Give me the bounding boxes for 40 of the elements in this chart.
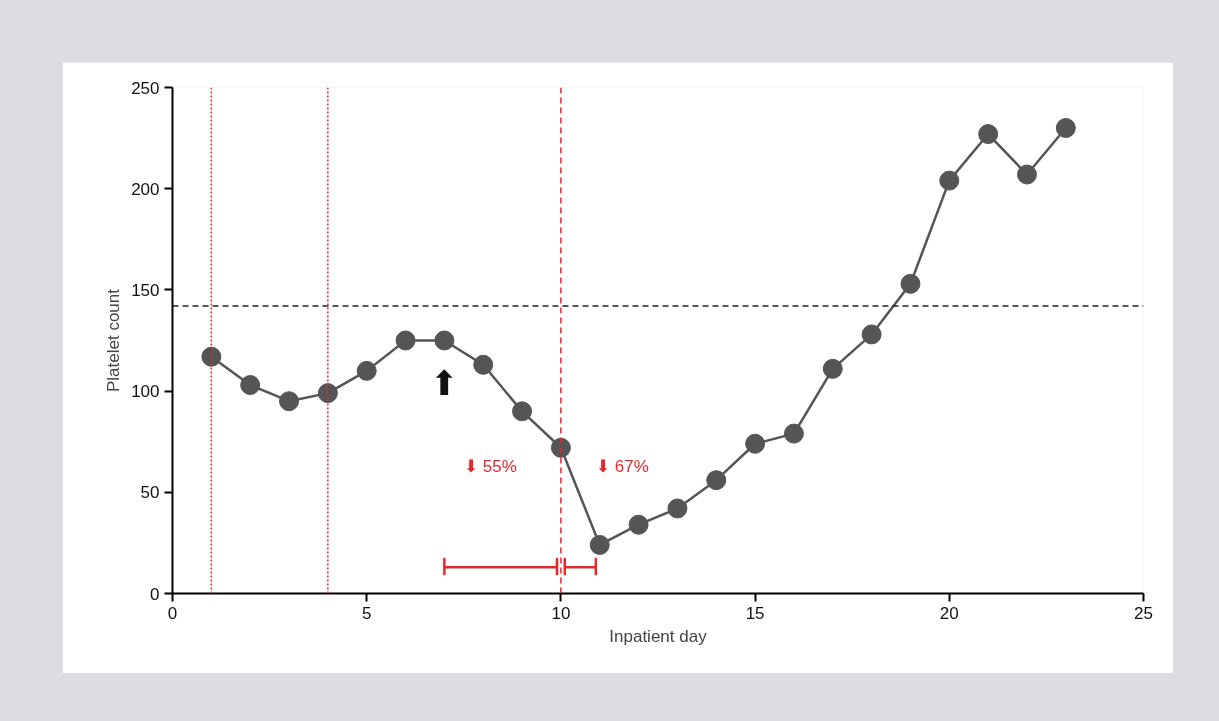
- point: [667, 498, 688, 519]
- point: [473, 354, 494, 375]
- point: [783, 423, 804, 444]
- y-tick-label: 200: [131, 179, 160, 199]
- point: [589, 534, 610, 555]
- x-tick-label: 20: [939, 603, 959, 623]
- point: [1016, 164, 1037, 185]
- y-axis-title: Platelet count: [104, 288, 124, 393]
- point: [861, 324, 882, 345]
- point: [1055, 118, 1076, 138]
- y-tick-label: 150: [131, 280, 160, 300]
- x-tick-label: 10: [551, 603, 571, 623]
- annotation: ⬆: [430, 363, 459, 402]
- point: [550, 437, 571, 458]
- y-tick-label: 100: [131, 382, 160, 402]
- y-tick-label: 50: [140, 483, 160, 503]
- x-tick-label: 25: [1134, 603, 1153, 623]
- x-tick-label: 5: [361, 603, 372, 623]
- x-tick-label: 0: [167, 603, 178, 623]
- point: [279, 391, 300, 412]
- point: [706, 470, 727, 491]
- y-tick-label: 0: [150, 584, 160, 604]
- point: [434, 330, 455, 351]
- point: [628, 514, 649, 535]
- point: [356, 360, 377, 381]
- x-axis-title: Inpatient day: [609, 626, 708, 646]
- point: [745, 433, 766, 454]
- annotation: ⬇ 67%: [596, 457, 649, 476]
- point: [900, 273, 921, 294]
- point: [512, 401, 533, 422]
- point: [240, 375, 261, 396]
- x-tick-label: 15: [745, 603, 765, 623]
- point: [317, 383, 338, 404]
- point: [822, 358, 843, 379]
- point: [939, 170, 960, 191]
- point: [201, 346, 222, 367]
- point: [395, 330, 416, 351]
- y-tick-label: 250: [131, 78, 160, 98]
- point: [978, 124, 999, 145]
- annotation: ⬇ 55%: [464, 457, 517, 476]
